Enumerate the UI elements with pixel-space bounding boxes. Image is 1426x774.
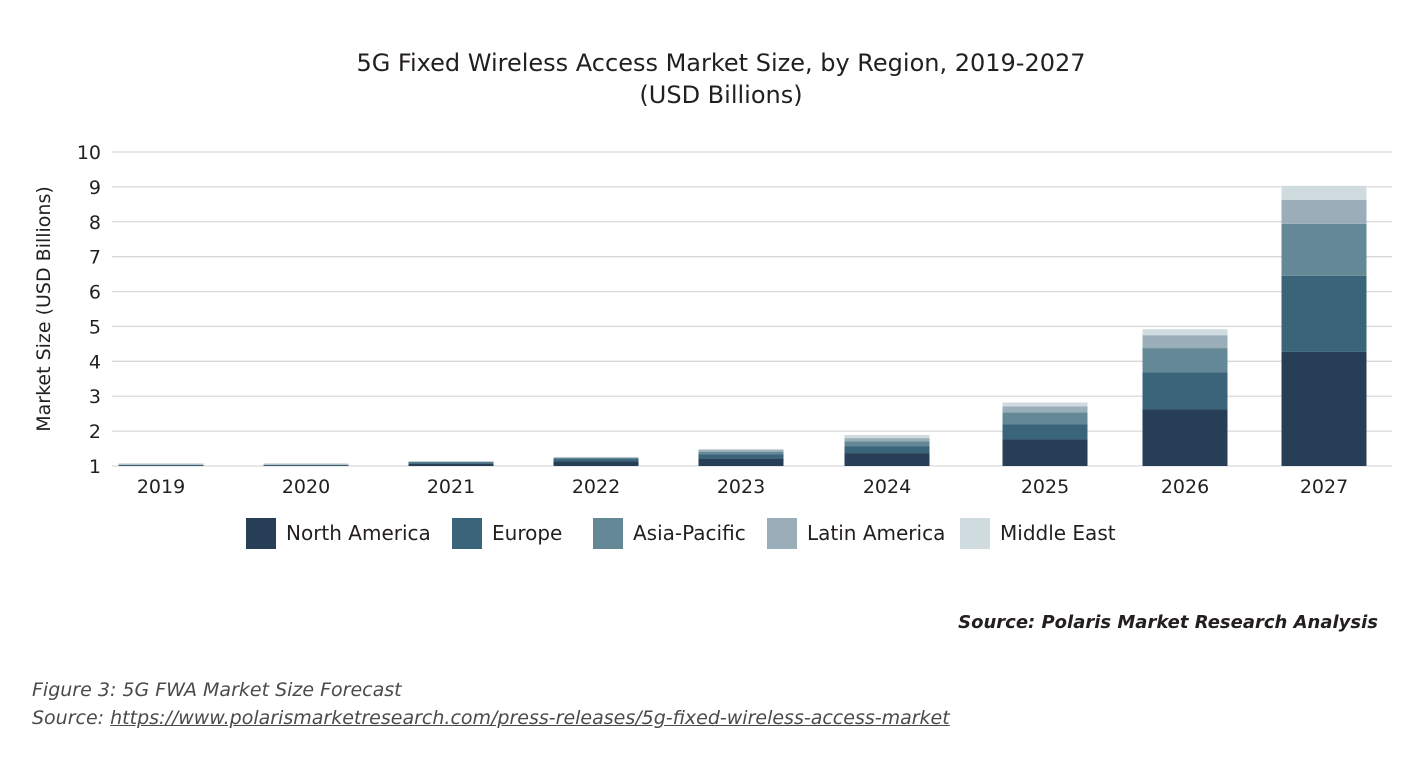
source-link[interactable]: https://www.polarismarketresearch.com/pr… — [110, 707, 950, 729]
legend-label: Latin America — [807, 521, 946, 545]
bar-segment-europe — [1142, 372, 1228, 410]
bar-segment-latin-america — [844, 438, 930, 442]
legend: North America Europe Asia-Pacific Latin Ame… — [0, 517, 1426, 549]
source-prefix: Source: — [32, 707, 111, 729]
legend-label: Asia-Pacific — [633, 521, 746, 545]
bar-segment-asia-pacific — [1002, 412, 1088, 425]
y-tick-label: 2 — [89, 421, 101, 443]
legend-item-asia-pacific: Asia-Pacific — [593, 517, 746, 549]
bar-segment-asia-pacific — [844, 441, 930, 447]
y-tick-label: 5 — [89, 316, 101, 338]
figure-caption-title: Figure 3: 5G FWA Market Size Forecast — [32, 679, 402, 701]
x-tick-label: 2022 — [572, 476, 620, 498]
source-note: Source: Polaris Market Research Analysis — [958, 612, 1378, 633]
x-axis-ticks: 2019 2020 2021 2022 2023 2024 2025 2026 2027 — [137, 476, 1348, 498]
bar-segment-europe — [1002, 424, 1088, 440]
bar-stack-2021 — [408, 461, 494, 466]
y-axis-label: Market Size (USD Billions) — [33, 186, 55, 432]
bar-segment-middle-east — [118, 463, 204, 465]
bar-stack-2025 — [1002, 402, 1088, 466]
legend-label: North America — [286, 521, 431, 545]
y-tick-label: 9 — [89, 177, 101, 199]
bar-stack-2019 — [118, 463, 204, 466]
legend-label: Middle East — [1000, 521, 1116, 545]
x-tick-label: 2023 — [717, 476, 765, 498]
bar-segment-asia-pacific — [553, 457, 639, 460]
bar-segment-europe — [844, 446, 930, 454]
bar-segment-north-america — [1142, 409, 1228, 466]
bar-segment-latin-america — [1142, 335, 1228, 349]
y-tick-label: 8 — [89, 212, 101, 234]
bar-segment-north-america — [408, 463, 494, 466]
figure-caption-source: Source: https://www.polarismarketresearc… — [32, 704, 950, 732]
x-tick-label: 2020 — [282, 476, 330, 498]
y-tick-label: 10 — [77, 142, 101, 164]
bar-segment-middle-east — [1002, 402, 1088, 407]
chart-subtitle: (USD Billions) — [639, 81, 803, 109]
chart-title: 5G Fixed Wireless Access Market Size, by… — [0, 47, 1426, 111]
bar-segment-middle-east — [698, 448, 784, 450]
y-tick-label: 6 — [89, 282, 101, 304]
bar-stack-2020 — [263, 463, 349, 466]
bars — [118, 185, 1367, 466]
bar-segment-middle-east — [263, 463, 349, 465]
x-tick-label: 2021 — [427, 476, 475, 498]
bar-segment-middle-east — [844, 434, 930, 439]
bar-segment-north-america — [118, 465, 204, 466]
bar-segment-north-america — [698, 458, 784, 466]
bar-segment-europe — [553, 459, 639, 462]
bar-segment-north-america — [844, 453, 930, 466]
bar-segment-latin-america — [698, 449, 784, 452]
y-tick-label: 1 — [89, 456, 101, 478]
bar-stack-2022 — [553, 456, 639, 466]
bar-segment-asia-pacific — [1281, 223, 1367, 276]
bar-segment-north-america — [1002, 439, 1088, 466]
x-tick-label: 2026 — [1161, 476, 1209, 498]
bar-segment-north-america — [553, 461, 639, 466]
bar-segment-europe — [1281, 275, 1367, 352]
legend-label: Europe — [492, 521, 563, 545]
bar-segment-europe — [408, 462, 494, 464]
bar-segment-latin-america — [1002, 406, 1088, 413]
bar-segment-asia-pacific — [698, 451, 784, 455]
y-tick-label: 3 — [89, 386, 101, 408]
legend-item-europe: Europe — [452, 517, 562, 549]
bar-segment-north-america — [1281, 351, 1367, 466]
chart-title-main: 5G Fixed Wireless Access Market Size, by… — [356, 49, 1086, 77]
y-tick-label: 4 — [89, 351, 101, 373]
bar-segment-latin-america — [553, 457, 639, 458]
legend-swatch — [452, 517, 482, 549]
legend-swatch — [593, 517, 623, 549]
x-tick-label: 2025 — [1021, 476, 1069, 498]
legend-swatch — [246, 517, 276, 549]
bar-stack-2024 — [844, 434, 930, 466]
y-axis-ticks: 1 2 3 4 5 6 7 8 9 10 — [77, 142, 101, 478]
legend-swatch — [960, 517, 990, 549]
figure-caption: Figure 3: 5G FWA Market Size Forecast So… — [32, 676, 950, 732]
bar-stack-2027 — [1281, 185, 1367, 466]
legend-item-latin-america: Latin America — [767, 517, 945, 549]
bar-segment-north-america — [263, 465, 349, 466]
x-tick-label: 2027 — [1300, 476, 1348, 498]
stacked-bar-chart: 1 2 3 4 5 6 7 8 9 10 2019 2020 2021 2022 2023 2024 2025… — [33, 142, 1392, 498]
bar-stack-2023 — [698, 448, 784, 466]
y-tick-label: 7 — [89, 247, 101, 269]
legend-item-north-america: North America — [246, 517, 431, 549]
bar-segment-middle-east — [1281, 185, 1367, 200]
x-tick-label: 2024 — [863, 476, 911, 498]
bar-stack-2026 — [1142, 329, 1228, 466]
x-tick-label: 2019 — [137, 476, 185, 498]
legend-item-middle-east: Middle East — [960, 517, 1116, 549]
bar-segment-asia-pacific — [1142, 348, 1228, 373]
bar-segment-europe — [698, 454, 784, 459]
bar-segment-middle-east — [1142, 329, 1228, 336]
bar-segment-latin-america — [1281, 199, 1367, 224]
legend-swatch — [767, 517, 797, 549]
